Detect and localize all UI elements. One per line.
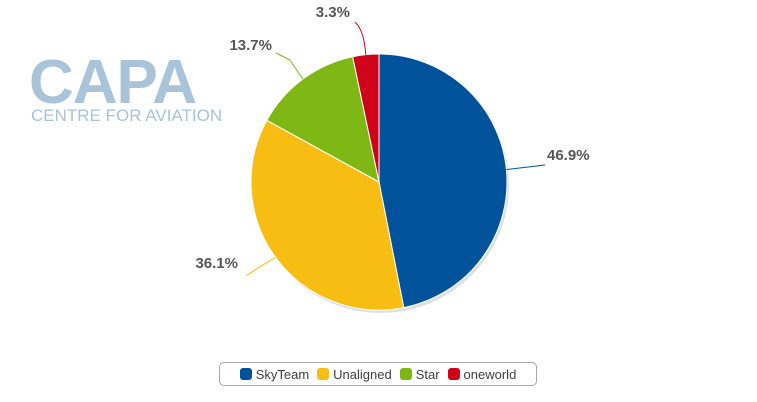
legend-swatch-unaligned: [317, 368, 329, 380]
pie-label-unaligned: 36.1%: [195, 255, 238, 272]
legend-item-oneworld[interactable]: oneworld: [448, 367, 517, 382]
pie-connector-star: [276, 53, 303, 79]
logo-sub-text: CENTRE FOR AVIATION: [31, 106, 222, 125]
legend-item-skyteam[interactable]: SkyTeam: [240, 367, 309, 382]
pie-connector-unaligned: [246, 258, 276, 276]
legend-item-star[interactable]: Star: [400, 367, 440, 382]
legend-swatch-star: [400, 368, 412, 380]
pie-connector-oneworld: [355, 22, 366, 55]
legend-label-unaligned: Unaligned: [333, 367, 392, 382]
pie-label-skyteam: 46.9%: [547, 147, 590, 164]
chart-legend: SkyTeam Unaligned Star oneworld: [219, 362, 537, 386]
pie-slice-skyteam[interactable]: [379, 54, 507, 308]
pie-label-oneworld: 3.3%: [316, 4, 350, 21]
pie-label-star: 13.7%: [229, 37, 272, 54]
pie-slices: [251, 54, 507, 310]
legend-label-skyteam: SkyTeam: [256, 367, 309, 382]
legend-item-unaligned[interactable]: Unaligned: [317, 367, 392, 382]
legend-label-oneworld: oneworld: [464, 367, 517, 382]
pie-connector-skyteam: [506, 165, 545, 170]
legend-swatch-oneworld: [448, 368, 460, 380]
capa-logo: CAPA CENTRE FOR AVIATION: [29, 48, 222, 125]
legend-label-star: Star: [416, 367, 440, 382]
legend-swatch-skyteam: [240, 368, 252, 380]
